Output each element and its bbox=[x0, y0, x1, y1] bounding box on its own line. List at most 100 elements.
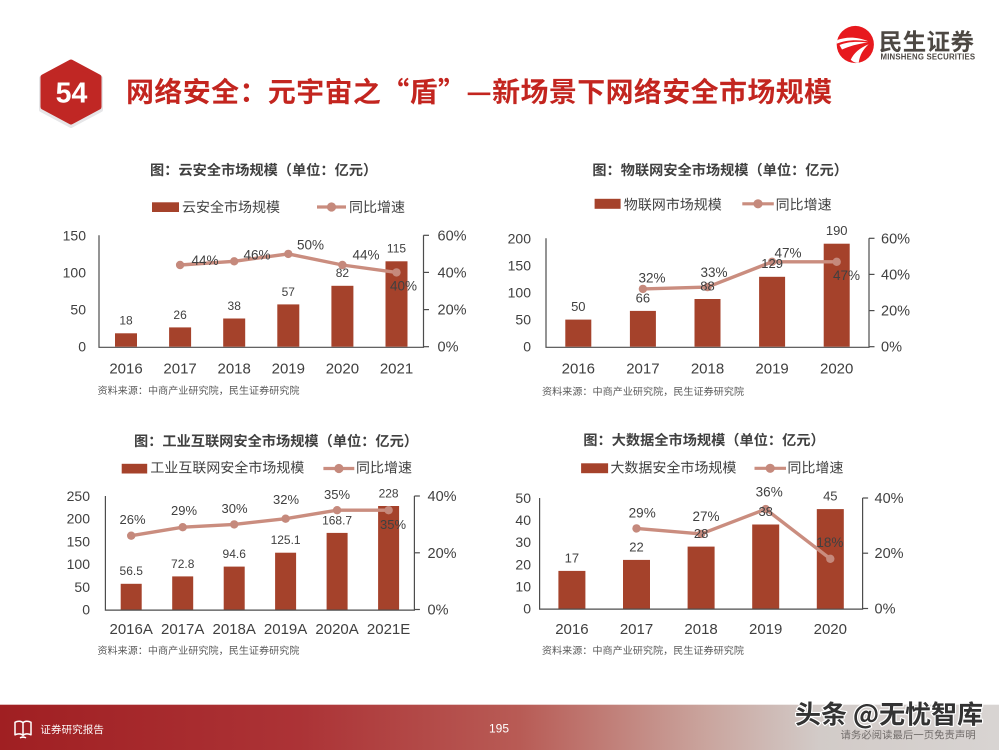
svg-text:20%: 20% bbox=[881, 304, 910, 320]
svg-text:18%: 18% bbox=[816, 535, 843, 550]
svg-text:2017: 2017 bbox=[626, 361, 659, 378]
svg-text:2019: 2019 bbox=[272, 361, 305, 378]
svg-text:250: 250 bbox=[67, 488, 91, 504]
svg-text:115: 115 bbox=[387, 242, 406, 256]
svg-text:150: 150 bbox=[67, 533, 91, 549]
svg-text:28: 28 bbox=[694, 526, 708, 541]
svg-text:60%: 60% bbox=[881, 231, 910, 247]
svg-text:MINSHENG SECURITIES: MINSHENG SECURITIES bbox=[881, 53, 976, 62]
svg-text:2019: 2019 bbox=[749, 621, 782, 638]
svg-text:29%: 29% bbox=[171, 503, 197, 518]
svg-text:100: 100 bbox=[63, 264, 87, 280]
svg-text:44%: 44% bbox=[191, 253, 218, 268]
svg-text:40%: 40% bbox=[881, 267, 910, 283]
svg-text:2018A: 2018A bbox=[213, 621, 256, 638]
svg-text:45: 45 bbox=[823, 488, 837, 503]
svg-text:72.8: 72.8 bbox=[171, 557, 195, 571]
svg-text:2019: 2019 bbox=[755, 361, 788, 378]
svg-text:38: 38 bbox=[758, 504, 772, 519]
svg-text:2020: 2020 bbox=[814, 621, 847, 638]
svg-text:32%: 32% bbox=[638, 270, 665, 285]
svg-text:0: 0 bbox=[82, 602, 90, 618]
svg-text:88: 88 bbox=[700, 278, 714, 293]
svg-text:2016A: 2016A bbox=[110, 621, 153, 638]
svg-text:2016: 2016 bbox=[555, 621, 588, 638]
svg-text:0%: 0% bbox=[881, 340, 902, 356]
svg-text:26: 26 bbox=[173, 308, 187, 322]
svg-text:200: 200 bbox=[67, 511, 91, 527]
svg-text:82: 82 bbox=[336, 266, 350, 280]
svg-text:47%: 47% bbox=[774, 246, 801, 261]
svg-text:2020: 2020 bbox=[820, 361, 853, 378]
svg-text:50: 50 bbox=[515, 490, 531, 506]
svg-text:50: 50 bbox=[74, 579, 90, 595]
svg-text:0%: 0% bbox=[875, 602, 896, 618]
svg-text:40%: 40% bbox=[390, 278, 417, 293]
svg-text:33%: 33% bbox=[700, 265, 727, 280]
svg-text:54: 54 bbox=[56, 77, 88, 109]
svg-text:26%: 26% bbox=[119, 512, 145, 527]
svg-text:20%: 20% bbox=[428, 546, 457, 562]
svg-text:35%: 35% bbox=[324, 487, 350, 502]
svg-text:30: 30 bbox=[515, 534, 531, 550]
svg-text:17: 17 bbox=[565, 550, 579, 565]
svg-text:27%: 27% bbox=[692, 509, 719, 524]
svg-text:22: 22 bbox=[629, 539, 643, 554]
svg-text:2016: 2016 bbox=[109, 361, 142, 378]
svg-text:56.5: 56.5 bbox=[120, 564, 144, 578]
svg-text:100: 100 bbox=[508, 285, 532, 301]
svg-text:57: 57 bbox=[282, 285, 296, 299]
svg-text:2017: 2017 bbox=[620, 621, 653, 638]
svg-text:50: 50 bbox=[70, 302, 86, 318]
svg-text:32%: 32% bbox=[273, 492, 299, 507]
svg-text:94.6: 94.6 bbox=[223, 547, 247, 561]
svg-text:2018: 2018 bbox=[218, 361, 251, 378]
svg-text:40%: 40% bbox=[428, 489, 457, 505]
svg-text:2017A: 2017A bbox=[161, 621, 204, 638]
svg-text:168.7: 168.7 bbox=[322, 513, 352, 527]
svg-text:2020: 2020 bbox=[326, 361, 359, 378]
svg-text:195: 195 bbox=[489, 722, 509, 736]
svg-text:50%: 50% bbox=[297, 237, 324, 252]
svg-text:30%: 30% bbox=[221, 501, 247, 516]
svg-text:47%: 47% bbox=[833, 268, 860, 283]
svg-text:100: 100 bbox=[67, 556, 91, 572]
svg-text:228: 228 bbox=[379, 486, 399, 500]
svg-text:20: 20 bbox=[515, 556, 531, 572]
svg-text:2016: 2016 bbox=[562, 361, 595, 378]
svg-text:129: 129 bbox=[761, 256, 783, 271]
svg-text:10: 10 bbox=[515, 578, 531, 594]
svg-text:0%: 0% bbox=[438, 340, 459, 356]
svg-text:40%: 40% bbox=[875, 491, 904, 507]
svg-text:2017: 2017 bbox=[163, 361, 196, 378]
svg-text:2020A: 2020A bbox=[315, 621, 358, 638]
svg-text:18: 18 bbox=[119, 314, 133, 328]
svg-text:2021E: 2021E bbox=[367, 621, 410, 638]
svg-text:2018: 2018 bbox=[691, 361, 724, 378]
svg-text:2021: 2021 bbox=[380, 361, 413, 378]
svg-text:200: 200 bbox=[508, 230, 532, 246]
svg-text:29%: 29% bbox=[629, 505, 656, 520]
svg-text:150: 150 bbox=[63, 227, 87, 243]
svg-text:50: 50 bbox=[515, 312, 531, 328]
svg-text:44%: 44% bbox=[352, 247, 379, 262]
svg-text:20%: 20% bbox=[875, 546, 904, 562]
svg-text:40: 40 bbox=[515, 512, 531, 528]
svg-text:35%: 35% bbox=[380, 517, 406, 532]
svg-text:0%: 0% bbox=[428, 603, 449, 619]
svg-text:38: 38 bbox=[228, 299, 242, 313]
svg-text:66: 66 bbox=[636, 290, 650, 305]
svg-text:0: 0 bbox=[523, 601, 531, 617]
svg-text:36%: 36% bbox=[756, 484, 783, 499]
svg-text:40%: 40% bbox=[438, 265, 467, 281]
svg-text:50: 50 bbox=[571, 299, 585, 314]
svg-text:60%: 60% bbox=[438, 228, 467, 244]
svg-text:2019A: 2019A bbox=[264, 621, 307, 638]
svg-text:0: 0 bbox=[78, 339, 86, 355]
svg-text:125.1: 125.1 bbox=[271, 533, 301, 547]
svg-text:150: 150 bbox=[508, 257, 532, 273]
svg-text:190: 190 bbox=[826, 223, 848, 238]
svg-text:46%: 46% bbox=[243, 247, 270, 262]
svg-text:0: 0 bbox=[523, 339, 531, 355]
svg-text:20%: 20% bbox=[438, 303, 467, 319]
